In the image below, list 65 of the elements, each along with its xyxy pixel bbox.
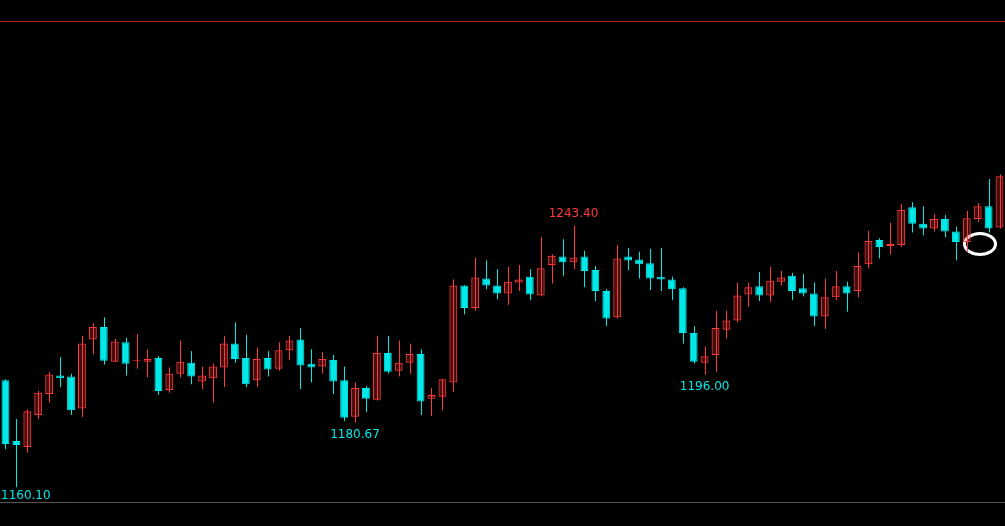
candlestick: [514, 264, 523, 292]
candlestick: [897, 203, 906, 248]
text: 1160.10: [1, 487, 51, 502]
candlestick: [110, 338, 119, 363]
candlestick: [471, 257, 480, 312]
candlestick: [88, 322, 97, 355]
candlestick: [886, 222, 895, 255]
candlestick: [187, 350, 196, 385]
candlestick: [209, 363, 217, 403]
annotation: 1243.40: [548, 205, 599, 220]
candlestick: [449, 278, 458, 393]
candlestick: [263, 350, 272, 377]
candlestick: [547, 253, 556, 285]
candlestick: [635, 251, 643, 280]
candlestick: [766, 266, 775, 303]
candlestick: [525, 268, 534, 301]
candlestick: [951, 226, 960, 261]
candlestick: [372, 335, 381, 402]
candlestick: [23, 408, 32, 454]
candlestick: [755, 271, 764, 302]
candlestick: [962, 210, 971, 253]
candlestick: [493, 268, 501, 300]
candlestick: [318, 351, 327, 375]
candlestick: [591, 265, 600, 302]
candlestick: [220, 335, 228, 388]
candlestick: [121, 337, 130, 377]
candlestick: [536, 236, 545, 297]
candlestick: [744, 282, 753, 308]
candlestick: [875, 237, 884, 259]
candlestick: [809, 282, 818, 327]
candlestick: [230, 321, 239, 364]
candlestick: [733, 282, 742, 323]
candlestick: [12, 418, 21, 488]
candlestick: [405, 343, 414, 375]
candlestick: [504, 266, 512, 306]
annotation: 1196.00: [679, 378, 730, 393]
candlestick: [984, 178, 993, 234]
candlestick: [394, 339, 403, 377]
candlestick: [296, 327, 305, 390]
candlestick: [252, 346, 261, 388]
candlestick: [820, 278, 829, 330]
candlestick: [667, 276, 676, 301]
candlestick: [613, 244, 622, 320]
candlestick: [45, 371, 54, 403]
candlestick: [438, 378, 447, 411]
candlestick: [831, 270, 840, 301]
annotation: 1180.67: [330, 426, 380, 441]
candlestick: [460, 284, 469, 316]
candlestick: [788, 272, 796, 301]
candlestick: [908, 201, 917, 234]
candlestick: [646, 248, 654, 291]
candlestick: [165, 366, 174, 394]
candlestick: [798, 273, 807, 297]
candlestick: [383, 335, 392, 375]
candlestick: [329, 354, 338, 395]
candlestick: [78, 335, 86, 418]
candlestick: [700, 345, 709, 376]
candlestick: [842, 281, 851, 313]
candlestick: [351, 381, 359, 423]
candlestick: [427, 387, 436, 417]
candlestick: [143, 348, 152, 378]
candlestick: [580, 250, 589, 288]
candlestick: [34, 390, 43, 420]
candlestick: [722, 310, 731, 340]
candlestick: [176, 339, 185, 378]
